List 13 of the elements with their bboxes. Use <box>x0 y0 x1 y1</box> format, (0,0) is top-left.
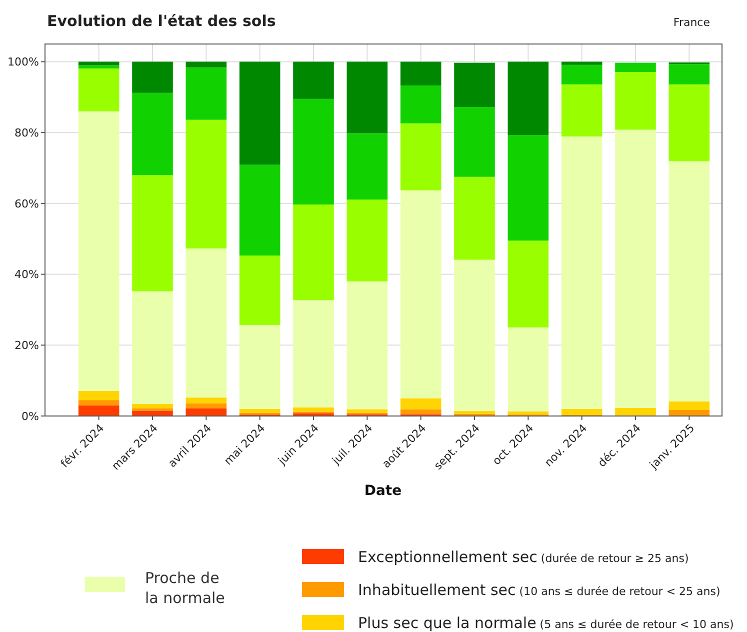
y-tick-label: 60% <box>14 197 39 210</box>
legend-label: Inhabituellement sec (10 ans ≤ durée de retour < 25 ans) <box>358 581 720 599</box>
chart-subtitle: France <box>673 16 710 29</box>
y-tick-label: 20% <box>14 338 39 352</box>
y-tick-label: 100% <box>8 56 39 69</box>
chart-title: Evolution de l'état des sols <box>47 12 276 30</box>
y-tick-label: 80% <box>14 126 39 140</box>
legend-label: Plus sec que la normale (5 ans ≤ durée de retour < 10 ans) <box>358 614 734 632</box>
legend-label: Exceptionnellement sec (durée de retour ≥ 25 ans) <box>358 548 689 566</box>
x-axis-title: Date <box>364 483 402 499</box>
legend-label: Proche de la normale <box>145 569 225 607</box>
y-tick-label: 0% <box>22 410 39 423</box>
y-tick-label: 40% <box>14 268 39 282</box>
